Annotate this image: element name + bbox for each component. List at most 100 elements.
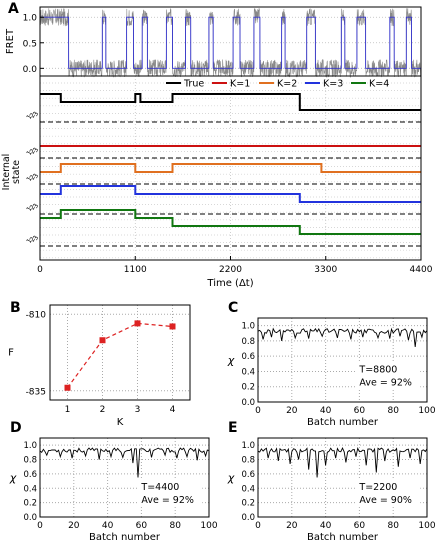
e-y-tick-label: 0.6 xyxy=(241,470,255,480)
d-annotation-bg xyxy=(138,479,203,508)
state-tick-label: 2 xyxy=(28,204,37,212)
state-series-k4 xyxy=(40,209,421,235)
chi-plot-d: 0 20 40 60 80 100 0.0 0.2 0.4 0.6 0.8 1.0 Batch numb… xyxy=(9,437,218,541)
d-y-tick-label: 0.4 xyxy=(23,484,37,494)
state-x-tick-label: 4400 xyxy=(410,265,433,275)
b-y-tick-label: -835 xyxy=(26,387,46,397)
d-y-tick-label: 0.8 xyxy=(23,456,37,466)
b-x-tick-label: 3 xyxy=(135,405,141,415)
e-annotation-t: T=2200 xyxy=(358,482,397,493)
panel-label-b: B xyxy=(10,300,21,316)
e-y-tick-label: 1.0 xyxy=(241,441,255,451)
d-axes-frame xyxy=(39,437,210,518)
d-x-tick-label: 0 xyxy=(37,521,43,531)
b-x-tick-label: 4 xyxy=(170,405,176,415)
chi-plot-e: 0 20 40 60 80 100 0.0 0.2 0.4 0.6 0.8 1.0 Batch numb… xyxy=(227,437,436,541)
e-y-tick-label: 0.2 xyxy=(241,499,255,509)
c-y-tick-label: 0.4 xyxy=(241,367,255,377)
fret-plot: 0.0 0.5 1.0 FRET xyxy=(5,6,422,78)
d-annotation-ave: Ave = 92% xyxy=(141,495,194,506)
b-y-label: F xyxy=(8,348,14,359)
state-y-label-line2: state xyxy=(11,160,22,184)
e-x-tick-label: 80 xyxy=(387,521,399,531)
e-annotation-ave: Ave = 90% xyxy=(359,495,412,506)
legend-entry-k1: K=1 xyxy=(230,79,250,90)
legend-entry-k3: K=3 xyxy=(323,79,343,90)
d-x-label: Batch number xyxy=(89,532,161,541)
state-series-k3 xyxy=(40,185,421,203)
chi-plot-c: 0 20 40 60 80 100 0.0 0.2 0.4 0.6 0.8 1.0 Batch numb… xyxy=(227,317,436,428)
legend-entry-true: True xyxy=(183,79,204,90)
state-tick-label: 3 xyxy=(31,110,40,118)
panel-label-c: C xyxy=(228,300,238,316)
c-x-tick-label: 20 xyxy=(286,406,298,416)
state-x-tick-label: 1100 xyxy=(124,265,147,275)
e-y-label: χ xyxy=(227,472,235,485)
state-tick-label: 3 xyxy=(31,146,40,154)
fret-y-label: FRET xyxy=(5,28,16,54)
c-y-label: χ xyxy=(227,354,235,367)
legend-entry-k4: K=4 xyxy=(369,79,389,90)
e-x-tick-label: 100 xyxy=(418,521,435,531)
e-x-tick-label: 20 xyxy=(286,521,298,531)
d-x-tick-label: 60 xyxy=(136,521,148,531)
e-annotation-bg xyxy=(356,479,421,508)
c-annotation-ave: Ave = 92% xyxy=(359,378,412,389)
state-x-tick-label: 0 xyxy=(37,265,43,275)
c-y-tick-label: 0.8 xyxy=(241,337,255,347)
c-chi-series xyxy=(257,327,428,348)
b-point-k2 xyxy=(99,337,106,344)
state-tick-label: 2 xyxy=(28,148,37,156)
legend-entry-k2: K=2 xyxy=(277,79,297,90)
b-x-tick-label: 2 xyxy=(100,405,106,415)
c-annotation-t: T=8800 xyxy=(358,365,397,376)
d-y-tick-label: 0.0 xyxy=(23,513,37,523)
state-tick-label: 3 xyxy=(31,202,40,210)
b-point-k4 xyxy=(169,323,176,330)
state-tick-label: 1 xyxy=(25,175,34,183)
d-x-tick-label: 40 xyxy=(102,521,114,531)
e-x-tick-label: 60 xyxy=(354,521,366,531)
e-axes-frame xyxy=(257,437,428,518)
e-x-tick-label: 0 xyxy=(255,521,261,531)
d-chi-series xyxy=(39,447,210,478)
free-energy-plot: 1 2 3 4 -835 -810 K F xyxy=(8,304,191,428)
state-tick-label: 3 xyxy=(31,234,40,242)
state-tick-label: 2 xyxy=(28,236,37,244)
c-x-tick-label: 60 xyxy=(354,406,366,416)
fret-y-tick-label: 0.0 xyxy=(23,65,38,75)
panel-label-e: E xyxy=(228,420,238,436)
b-point-k3 xyxy=(134,320,141,327)
e-y-tick-label: 0.8 xyxy=(241,456,255,466)
state-series-true xyxy=(40,93,421,111)
e-x-label: Batch number xyxy=(307,532,379,541)
b-axes-frame xyxy=(49,304,191,401)
state-tick-label: 2 xyxy=(28,112,37,120)
state-x-tick-label: 2200 xyxy=(219,265,242,275)
state-series-k2 xyxy=(40,163,421,173)
c-x-tick-label: 40 xyxy=(320,406,332,416)
d-y-tick-label: 0.2 xyxy=(23,499,37,509)
e-x-tick-label: 40 xyxy=(320,521,332,531)
state-x-label: Time (Δt) xyxy=(206,278,253,289)
d-y-label: χ xyxy=(9,472,17,485)
state-tick-label: 1 xyxy=(25,113,34,121)
state-x-tick-label: 3300 xyxy=(314,265,337,275)
b-x-label: K xyxy=(117,417,124,428)
state-y-label-line1: Internal xyxy=(1,154,12,191)
fret-y-tick-label: 1.0 xyxy=(23,14,38,24)
state-tick-label: 1 xyxy=(25,237,34,245)
b-y-tick-label: -810 xyxy=(26,311,47,321)
b-series-line xyxy=(67,322,173,389)
c-y-tick-label: 0.2 xyxy=(241,383,255,393)
fret-y-tick-label: 0.5 xyxy=(23,39,37,49)
d-x-tick-label: 80 xyxy=(169,521,181,531)
panel-label-d: D xyxy=(10,420,22,436)
c-x-tick-label: 80 xyxy=(387,406,399,416)
fret-raw-series xyxy=(39,8,421,78)
panel-label-a: A xyxy=(8,1,19,17)
c-y-tick-label: 1.0 xyxy=(241,322,255,332)
c-x-tick-label: 100 xyxy=(418,406,435,416)
d-annotation-t: T=4400 xyxy=(140,482,179,493)
